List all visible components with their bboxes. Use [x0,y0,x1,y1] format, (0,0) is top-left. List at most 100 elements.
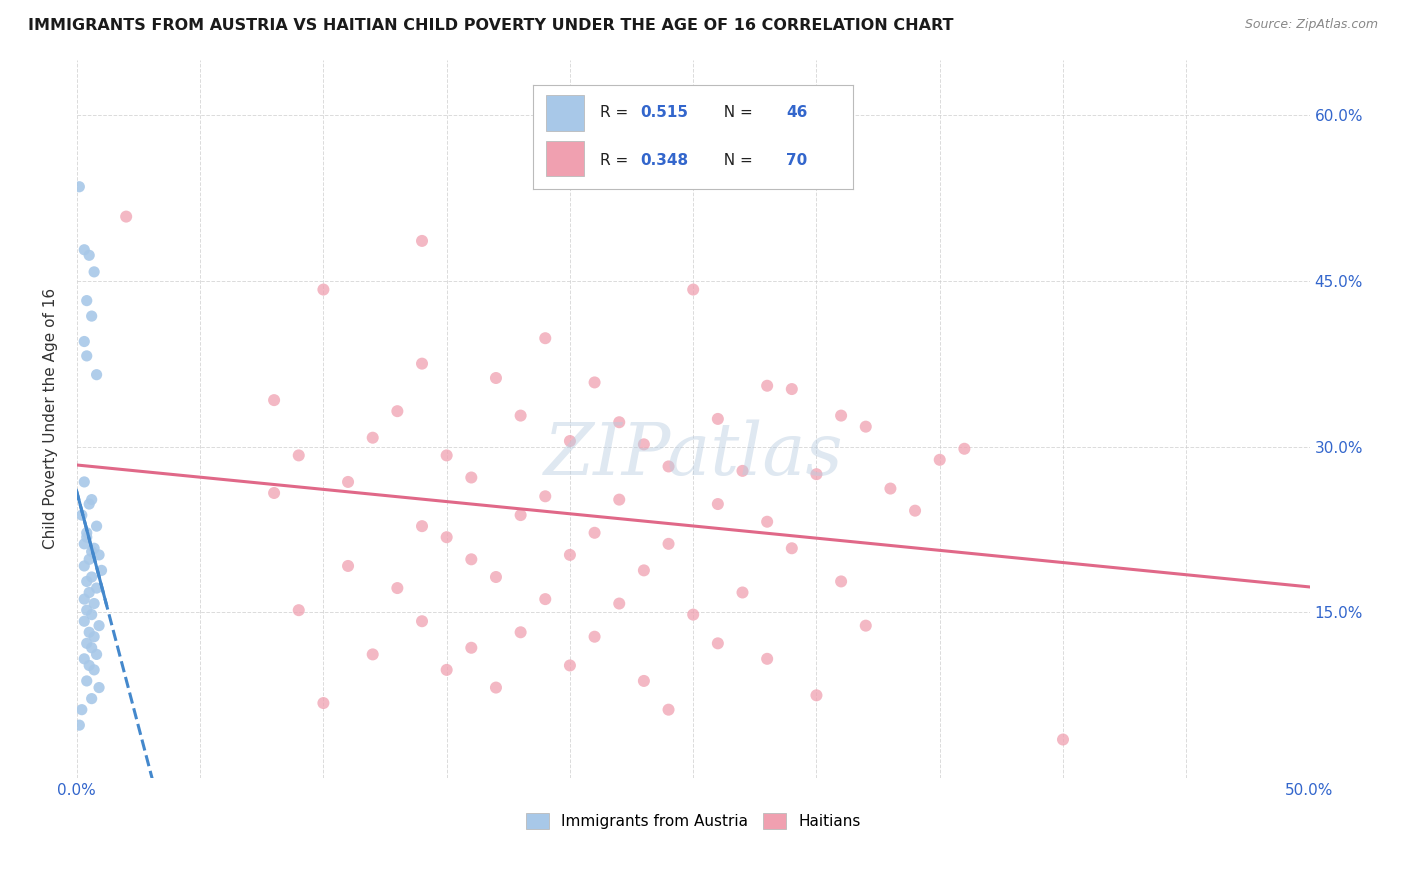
Legend: Immigrants from Austria, Haitians: Immigrants from Austria, Haitians [520,807,866,835]
Point [86,519,108,533]
Point [77,625,100,640]
Point [67,179,90,194]
Y-axis label: Child Poverty Under the Age of 16: Child Poverty Under the Age of 16 [44,288,58,549]
Point [76,636,98,650]
Point [509,625,531,640]
Point [485,570,508,584]
Point [509,508,531,522]
Point [707,636,730,650]
Point [76,673,98,688]
Text: ZIPatlas: ZIPatlas [543,419,844,490]
Point [756,378,779,392]
Point [879,482,901,496]
Point [80,309,103,323]
Point [80,492,103,507]
Point [76,525,98,540]
Point [86,368,108,382]
Point [73,614,96,628]
Point [830,409,852,423]
Point [558,434,581,448]
Point [509,409,531,423]
Point [607,597,630,611]
Point [77,248,100,262]
Point [387,581,409,595]
Point [77,658,100,673]
Point [411,614,433,628]
Point [657,459,679,474]
Point [337,558,360,573]
Point [86,581,108,595]
Point [263,393,285,408]
Point [707,497,730,511]
Point [90,563,112,577]
Point [80,640,103,655]
Point [411,357,433,371]
Point [607,492,630,507]
Point [87,548,110,562]
Point [76,293,98,308]
Point [67,718,90,732]
Point [731,585,754,599]
Point [73,558,96,573]
Point [583,376,606,390]
Point [436,663,458,677]
Point [411,234,433,248]
Point [387,404,409,418]
Point [87,618,110,632]
Point [657,537,679,551]
Point [80,570,103,584]
Point [633,563,655,577]
Point [485,681,508,695]
Point [312,283,335,297]
Point [460,470,482,484]
Text: IMMIGRANTS FROM AUSTRIA VS HAITIAN CHILD POVERTY UNDER THE AGE OF 16 CORRELATION: IMMIGRANTS FROM AUSTRIA VS HAITIAN CHILD… [28,18,953,33]
Point [436,449,458,463]
Point [707,412,730,426]
Point [83,663,105,677]
Point [583,525,606,540]
Point [83,597,105,611]
Point [73,652,96,666]
Point [607,415,630,429]
Point [80,691,103,706]
Point [928,452,950,467]
Point [411,519,433,533]
Point [806,688,828,702]
Point [682,283,704,297]
Point [780,382,803,396]
Point [73,475,96,489]
Point [436,530,458,544]
Point [70,703,93,717]
Point [361,648,384,662]
Point [77,585,100,599]
Point [558,548,581,562]
Point [534,331,557,345]
Point [460,552,482,566]
Point [73,592,96,607]
Point [633,437,655,451]
Text: Source: ZipAtlas.com: Source: ZipAtlas.com [1244,18,1378,31]
Point [70,508,93,522]
Point [77,552,100,566]
Point [780,541,803,556]
Point [80,544,103,558]
Point [76,349,98,363]
Point [86,648,108,662]
Point [583,630,606,644]
Point [83,541,105,556]
Point [83,630,105,644]
Point [953,442,976,456]
Point [682,607,704,622]
Point [263,486,285,500]
Point [83,265,105,279]
Point [534,592,557,607]
Point [756,515,779,529]
Point [855,618,877,632]
Point [73,334,96,349]
Point [76,530,98,544]
Point [904,504,927,518]
Point [76,574,98,589]
Point [558,658,581,673]
Point [657,703,679,717]
Point [806,467,828,482]
